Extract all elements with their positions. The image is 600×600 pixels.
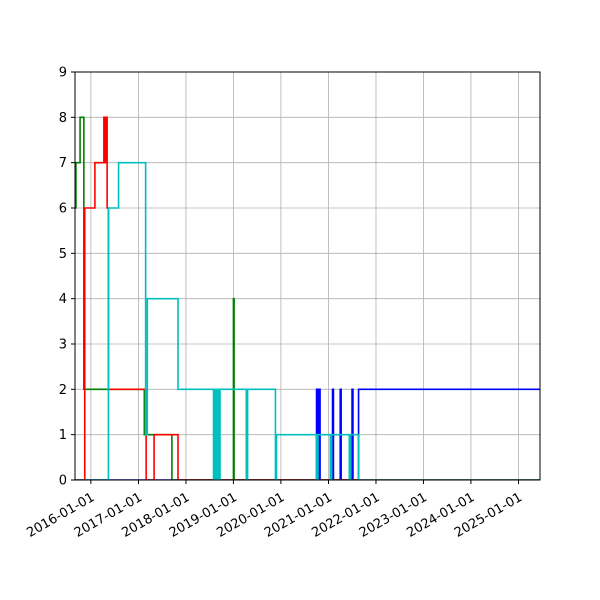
y-tick-label: 7 — [59, 156, 67, 171]
series-line-3 — [75, 161, 540, 480]
series-line-1 — [75, 116, 540, 480]
y-tick-label: 3 — [59, 338, 67, 353]
x-axis: 2016-01-012017-01-012018-01-012019-01-01… — [24, 480, 525, 541]
y-tick-label: 2 — [59, 383, 67, 398]
y-tick-label: 6 — [59, 202, 67, 217]
y-tick-label: 8 — [59, 111, 67, 126]
y-tick-label: 0 — [59, 474, 67, 489]
y-tick-label: 5 — [59, 247, 67, 262]
series-line-2 — [75, 116, 540, 480]
y-tick-label: 4 — [59, 292, 67, 307]
y-axis: 0 1 2 3 4 5 6 7 8 9 — [59, 66, 75, 489]
y-tick-label: 9 — [59, 66, 67, 81]
plot-frame — [74, 71, 541, 481]
y-tick-label: 1 — [59, 428, 67, 443]
series-layer — [75, 116, 540, 480]
